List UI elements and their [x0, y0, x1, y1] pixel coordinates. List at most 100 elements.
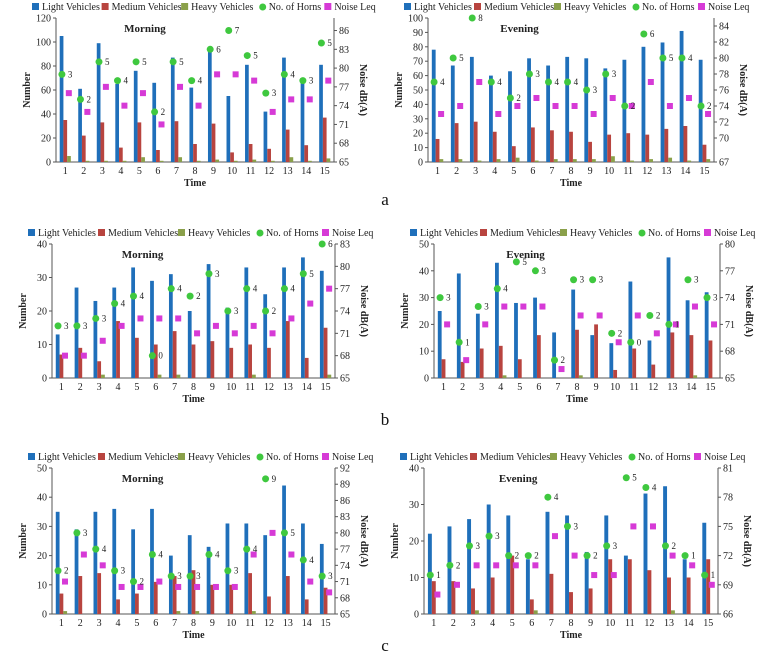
bar-light — [584, 551, 589, 614]
y2-tick-label: 74 — [340, 307, 350, 318]
leq-marker — [482, 321, 489, 328]
horn-marker — [186, 292, 194, 300]
chart-b-morning: Light Vehicles Medium Vehicles Heavy Vehic… — [18, 228, 373, 405]
x-tick-label: 6 — [155, 166, 160, 177]
leq-marker — [501, 303, 508, 310]
y2-tick-label: 74 — [719, 102, 729, 113]
horn-marker — [243, 285, 251, 293]
legend-label-heavy: Heavy Vehicles — [191, 2, 253, 13]
x-tick-label: 6 — [530, 166, 535, 177]
y2-tick-label: 84 — [719, 22, 729, 33]
horn-count-label: 4 — [198, 76, 203, 86]
horn-count-label: 3 — [64, 321, 69, 331]
x-tick-label: 2 — [460, 382, 465, 393]
y2-tick-label: 69 — [723, 580, 733, 591]
y-tick-label: 20 — [419, 320, 429, 331]
bar-heavy — [101, 374, 105, 378]
x-tick-label: 1 — [431, 618, 436, 629]
bar-heavy — [178, 157, 183, 162]
bar-medium — [550, 130, 554, 162]
y-axis-title: Number — [22, 72, 33, 108]
horn-marker — [545, 78, 553, 86]
x-tick-label: 12 — [642, 166, 652, 177]
legend-label-medium: Medium Vehicles — [484, 2, 554, 13]
leq-marker — [231, 583, 238, 590]
horn-marker — [169, 58, 177, 66]
leq-marker — [685, 95, 692, 101]
legend-label-light: Light Vehicles — [38, 452, 96, 463]
leq-marker — [137, 583, 144, 590]
leq-marker — [288, 315, 295, 322]
x-tick-label: 10 — [605, 618, 615, 629]
leq-marker — [672, 321, 679, 328]
bar-medium — [632, 348, 637, 378]
horn-marker — [430, 78, 438, 86]
leq-marker — [80, 352, 87, 359]
legend-label-medium: Medium Vehicles — [490, 228, 560, 239]
y2-tick-label: 83 — [340, 240, 350, 251]
legend-label-heavy: Heavy Vehicles — [188, 228, 250, 239]
horn-marker — [449, 54, 457, 62]
legend-swatch-leq — [694, 453, 701, 460]
leq-marker — [326, 589, 333, 596]
y-tick-label: 30 — [409, 500, 419, 511]
horn-marker — [132, 58, 140, 66]
bar-medium — [191, 344, 196, 378]
horn-count-label: 5 — [632, 473, 637, 483]
bar-medium — [607, 134, 612, 162]
horn-count-label: 4 — [497, 77, 502, 87]
horn-marker — [465, 542, 473, 550]
bar-light — [131, 529, 136, 614]
horn-count-label: 5 — [253, 51, 258, 61]
horn-count-label: 6 — [650, 29, 655, 39]
horn-count-label: 3 — [328, 571, 333, 581]
horn-marker — [627, 338, 635, 346]
horn-marker — [151, 108, 159, 116]
legend-label-light: Light Vehicles — [42, 2, 100, 13]
leq-marker — [65, 90, 72, 97]
bar-light — [189, 87, 194, 162]
bar-light — [282, 267, 286, 378]
horn-marker — [505, 552, 513, 560]
horn-marker — [114, 77, 122, 85]
bar-medium — [569, 592, 573, 614]
y-tick-label: 50 — [419, 240, 429, 251]
bar-medium — [153, 581, 158, 614]
x-tick-label: 15 — [703, 618, 713, 629]
x-axis-title: Time — [566, 394, 589, 405]
bar-light — [55, 334, 60, 378]
horn-count-label: 4 — [121, 299, 126, 309]
bar-heavy — [308, 160, 312, 162]
bar-medium — [670, 332, 675, 378]
leq-marker — [156, 578, 163, 585]
bar-heavy — [591, 159, 596, 162]
horn-marker — [531, 267, 539, 275]
y-tick-label: 70 — [413, 57, 423, 68]
bar-light — [495, 262, 499, 378]
y2-tick-label: 71 — [340, 577, 350, 588]
bar-medium — [471, 588, 475, 614]
bar-light — [74, 529, 79, 614]
horn-marker — [205, 551, 213, 559]
bar-medium — [613, 369, 618, 378]
horn-marker — [225, 27, 233, 35]
bar-light — [244, 523, 249, 614]
bar-light — [643, 493, 648, 614]
y2-tick-label: 77 — [725, 266, 735, 277]
legend-swatch-light — [410, 229, 417, 236]
bar-light — [702, 522, 707, 614]
x-tick-label: 7 — [172, 618, 177, 629]
bar-medium — [97, 361, 102, 378]
legend-label-heavy: Heavy Vehicles — [564, 2, 626, 13]
legend-item-medium: Medium Vehicles — [101, 2, 182, 13]
bar-light — [508, 71, 512, 162]
leq-marker — [307, 300, 314, 307]
horn-count-label: 5 — [105, 57, 110, 67]
bar-heavy — [195, 611, 200, 614]
bar-medium — [645, 134, 650, 162]
bar-medium — [683, 126, 688, 162]
y2-axis-title: Noise dB(A) — [741, 515, 752, 567]
bar-heavy — [327, 374, 332, 378]
leq-marker — [212, 322, 219, 329]
bar-medium — [135, 337, 139, 378]
